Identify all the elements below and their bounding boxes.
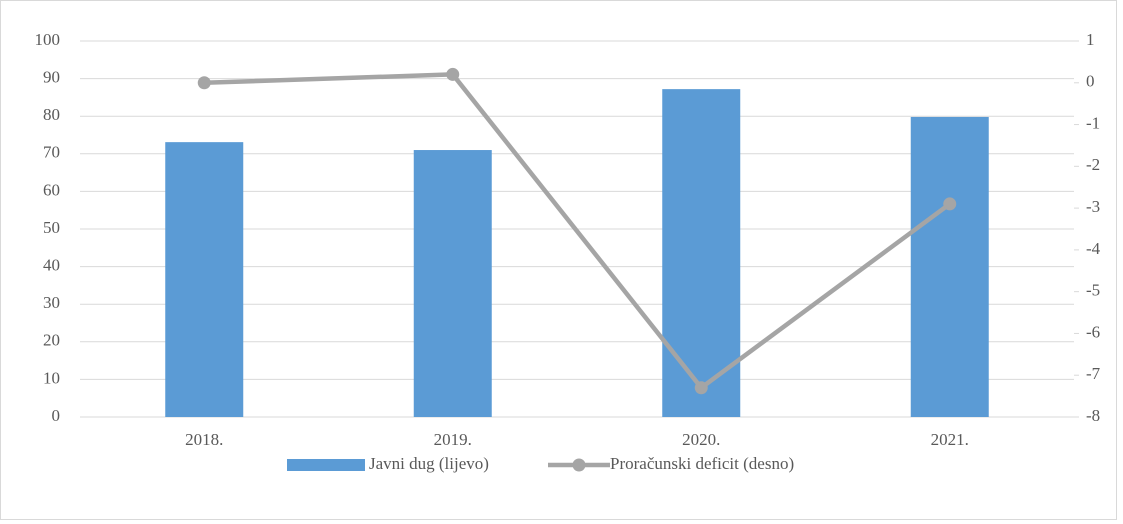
legend-swatch	[287, 459, 365, 471]
y2-tick-label: -5	[1086, 281, 1100, 300]
y-tick-label: 0	[52, 406, 61, 425]
y-tick-label: 70	[43, 143, 60, 162]
legend-label: Proračunski deficit (desno)	[610, 454, 794, 473]
y2-tick-label: -3	[1086, 197, 1100, 216]
y-tick-label: 100	[35, 30, 61, 49]
y2-tick-label: -4	[1086, 239, 1101, 258]
x-tick-label: 2018.	[185, 430, 223, 449]
line	[204, 72, 952, 391]
y-tick-label: 90	[43, 68, 60, 87]
line-marker	[694, 381, 708, 395]
bar	[662, 89, 741, 418]
y2-tick-label: -8	[1086, 406, 1100, 425]
bar	[910, 116, 989, 418]
y-tick-label: 30	[43, 293, 60, 312]
y-tick-label: 60	[43, 180, 60, 199]
bar	[413, 150, 492, 418]
y-tick-label: 50	[43, 218, 60, 237]
y2-tick-label: -2	[1086, 155, 1100, 174]
line-marker	[197, 76, 211, 90]
line-marker	[446, 67, 460, 81]
x-tick-label: 2021.	[931, 430, 969, 449]
y-tick-label: 80	[43, 105, 60, 124]
x-tick-label: 2019.	[434, 430, 472, 449]
x-tick-label: 2020.	[682, 430, 720, 449]
legend-swatch-marker	[572, 458, 586, 472]
bar	[165, 142, 244, 418]
y-tick-label: 10	[43, 368, 60, 387]
y-tick-label: 20	[43, 331, 60, 350]
y2-tick-label: 0	[1086, 72, 1095, 91]
y2-tick-label: -6	[1086, 322, 1100, 341]
line-marker	[943, 197, 957, 211]
y2-tick-label: -1	[1086, 113, 1100, 132]
y2-tick-label: -7	[1086, 364, 1101, 383]
legend-label: Javni dug (lijevo)	[369, 454, 489, 473]
y-tick-label: 40	[43, 256, 60, 275]
y2-tick-label: 1	[1086, 30, 1095, 49]
